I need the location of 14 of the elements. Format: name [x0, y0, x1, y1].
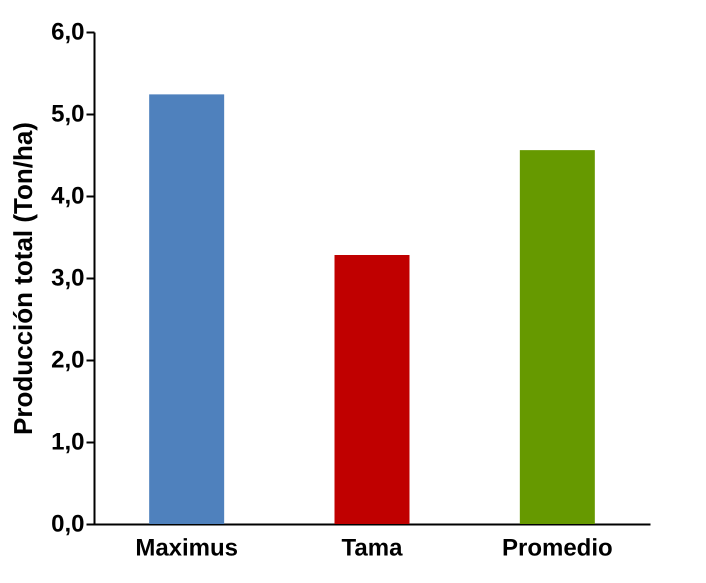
- bar: [520, 150, 595, 524]
- y-tick-label: 6,0: [51, 18, 84, 46]
- bar: [149, 94, 224, 524]
- x-tick-label: Maximus: [135, 534, 238, 562]
- x-tick-label: Tama: [342, 534, 404, 562]
- y-tick-label: 0,0: [51, 510, 84, 538]
- y-axis-title: Producción total (Ton/ha): [8, 122, 38, 435]
- y-tick-label: 5,0: [51, 100, 84, 128]
- x-tick-label: Promedio: [502, 534, 613, 562]
- bar: [334, 255, 410, 524]
- y-tick-label: 1,0: [51, 428, 84, 456]
- y-tick-label: 4,0: [51, 182, 84, 210]
- y-tick-label: 3,0: [51, 264, 84, 292]
- y-tick-label: 2,0: [51, 346, 84, 374]
